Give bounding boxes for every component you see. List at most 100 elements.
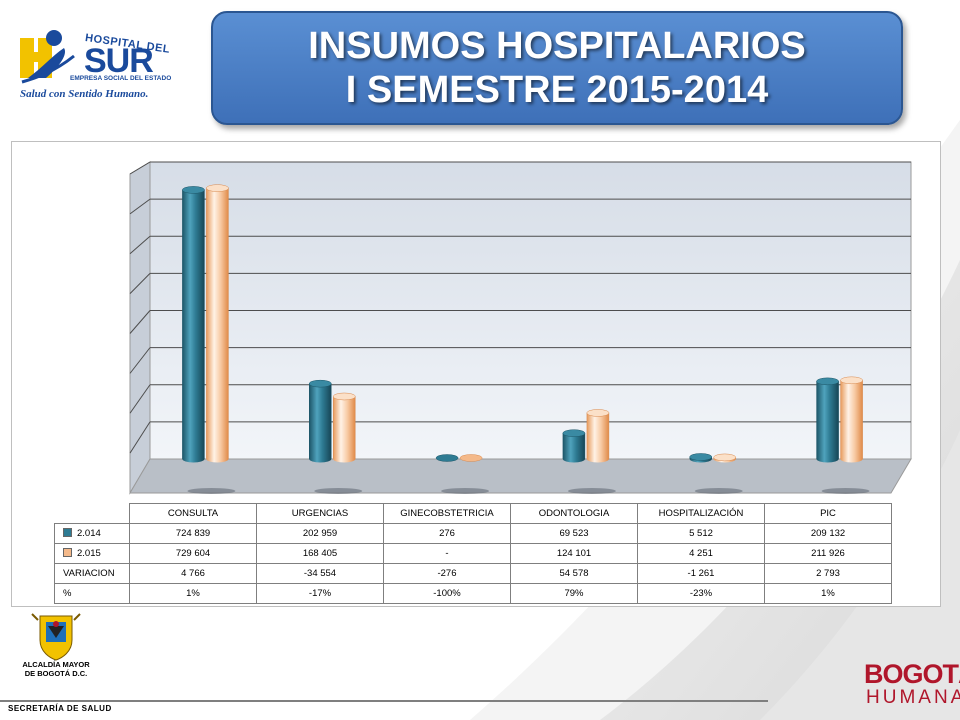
table-cell: -: [383, 543, 511, 564]
table-cell: 5 512: [637, 523, 765, 544]
bar-2.015-URGENCIAS: [333, 396, 356, 460]
bar-cap-2.015-CONSULTA: [206, 184, 229, 192]
data-table: CONSULTA URGENCIAS GINECOBSTETRICIA ODONTOL…: [54, 503, 892, 604]
bar-base-2.015-ODONTOLOGIA: [586, 455, 609, 463]
table-cell: 1%: [129, 583, 257, 604]
title-line-2: I SEMESTRE 2015-2014: [345, 69, 769, 111]
bar-cap-2.014-CONSULTA: [182, 186, 205, 194]
coat-of-arms-icon: [31, 613, 81, 661]
bar-base-2.014-ODONTOLOGIA: [562, 455, 585, 463]
title-line-1: INSUMOS HOSPITALARIOS: [308, 25, 806, 67]
bar-floor-shadow: [187, 488, 236, 494]
table-column-header: GINECOBSTETRICIA: [383, 503, 511, 524]
table-cell: 276: [383, 523, 511, 544]
hospital-logo-icon: [20, 30, 75, 84]
bar-cap-2.015-URGENCIAS: [333, 392, 356, 401]
chart-gridline-side: [129, 161, 151, 175]
table-row-label-text: %: [63, 588, 72, 599]
table-row-label-text: 2.014: [77, 528, 101, 539]
table-row: VARIACION 4 766 -34 554 -276 54 578 -1 261 2 7…: [54, 563, 892, 584]
table-cell: 202 959: [256, 523, 384, 544]
bar-2.015-PIC: [840, 380, 863, 460]
hospital-del-sur-logo: HOSPITAL DEL SUR EMPRESA SOCIAL DEL ESTA…: [18, 28, 172, 108]
bar-cap-2.014-URGENCIAS: [309, 379, 332, 388]
chart-gridline-side: [129, 310, 151, 334]
bar-cap-2.015-HOSPITALIZACIÓN: [713, 453, 736, 462]
bar-2.015-ODONTOLOGIA: [586, 412, 610, 460]
bar-cap-2.014-PIC: [816, 377, 839, 386]
bogota-bottom-text: HUMANA: [866, 687, 960, 708]
alcaldia-line-1: ALCALDÍA MAYOR: [22, 660, 90, 669]
title-banner: INSUMOS HOSPITALARIOS I SEMESTRE 2015-20…: [211, 11, 903, 125]
chart-gridline-side: [129, 384, 151, 414]
table-row-label: 2.014: [54, 523, 130, 544]
bar-base-2.015-URGENCIAS: [333, 455, 356, 463]
table-cell: 2 793: [764, 563, 892, 584]
bar-cap-2.014-ODONTOLOGIA: [562, 429, 586, 437]
legend-key-icon: [63, 548, 72, 557]
bar-base-2.015-PIC: [840, 455, 863, 463]
table-cell: -276: [383, 563, 511, 584]
chart-gridline-side: [129, 421, 151, 454]
alcaldia-line-2: DE BOGOTÁ D.C.: [24, 669, 88, 678]
bar-floor-shadow: [694, 488, 743, 494]
table-cell: 168 405: [256, 543, 384, 564]
bar-2.015-CONSULTA: [206, 187, 229, 460]
table-cell: 729 604: [129, 543, 257, 564]
bar-base-2.014-PIC: [816, 455, 839, 463]
table-cell: 724 839: [129, 523, 257, 544]
bar-floor-shadow: [314, 488, 363, 494]
table-cell: 69 523: [510, 523, 638, 544]
table-row-label-text: VARIACION: [63, 568, 115, 579]
bogota-top-text: BOGOTÁ: [864, 659, 960, 689]
secretaria-text: SECRETARÍA DE SALUD: [8, 704, 112, 713]
chart-gridline-side: [129, 347, 151, 374]
table-row: 2.015 729 604 168 405-124 101 4 251 211 926: [54, 543, 892, 564]
table-cell: 1%: [764, 583, 892, 604]
bar-floor-shadow: [821, 488, 870, 494]
table-row: % 1% -17% -100% 79% -23% 1%: [54, 583, 892, 604]
table-cell: 79%: [510, 583, 638, 604]
table-column-header: PIC: [764, 503, 892, 524]
alcaldia-logo: ALCALDÍA MAYOR DE BOGOTÁ D.C.: [16, 612, 96, 692]
table-cell: -17%: [256, 583, 384, 604]
bar-base-2.014-CONSULTA: [182, 455, 205, 463]
table-row-label: 2.015: [54, 543, 130, 564]
chart-floor: [129, 458, 912, 494]
bar-2.014-URGENCIAS: [309, 383, 332, 460]
table-cell: -23%: [637, 583, 765, 604]
bar-2.014-CONSULTA: [182, 189, 205, 460]
bar-base-2.014-URGENCIAS: [309, 455, 332, 463]
bogota-humana-logo: BOGOTÁ HUMANA: [852, 656, 960, 716]
bar-2.014-PIC: [816, 381, 839, 460]
logo-slogan: Salud con Sentido Humano.: [20, 88, 149, 100]
table-cell: -100%: [383, 583, 511, 604]
table-cell: 124 101: [510, 543, 638, 564]
table-cell: 211 926: [764, 543, 892, 564]
bar-2.014-ODONTOLOGIA: [562, 432, 586, 460]
table-header-row: CONSULTA URGENCIAS GINECOBSTETRICIA ODONTOL…: [55, 503, 892, 524]
bar-cap-2.014-HOSPITALIZACIÓN: [689, 453, 712, 461]
table-column-header: HOSPITALIZACIÓN: [637, 503, 765, 524]
bar-floor-shadow: [567, 488, 616, 494]
bar-cap-2.015-PIC: [840, 376, 863, 385]
table-cell: 54 578: [510, 563, 638, 584]
table-cell: 4 766: [129, 563, 257, 584]
table-row-label-text: 2.015: [77, 548, 101, 559]
logo-sub-text: EMPRESA SOCIAL DEL ESTADO: [70, 75, 172, 82]
table-column-header: CONSULTA: [129, 503, 257, 524]
table-cell: 209 132: [764, 523, 892, 544]
bar-floor-shadow: [441, 488, 490, 494]
bar-2.015-GINECOBSTETRICIA: [459, 454, 483, 462]
bar-2.014-GINECOBSTETRICIA: [435, 454, 459, 462]
table-cell: -1 261: [637, 563, 765, 584]
table-column-header: URGENCIAS: [256, 503, 384, 524]
legend-key-icon: [63, 528, 72, 537]
chart-gridline-side: [129, 235, 151, 255]
chart-gridline-side: [129, 273, 151, 294]
chart-gridline-side: [129, 198, 151, 215]
table-row-label: VARIACION: [54, 563, 130, 584]
bar-chart: [129, 161, 912, 495]
bar-base-2.015-CONSULTA: [206, 455, 229, 463]
table-row-label: %: [54, 583, 130, 604]
